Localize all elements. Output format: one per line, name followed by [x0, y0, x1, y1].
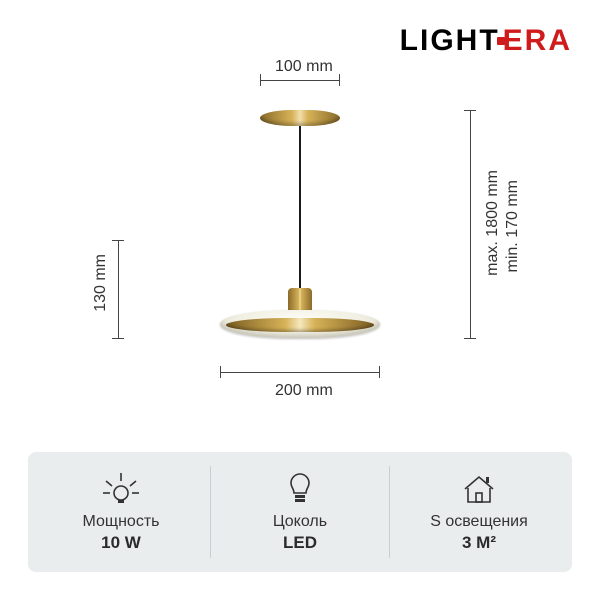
dimension-diagram: 100 mm 200 mm 130 mm max. 1800 mm min. 1…: [0, 60, 600, 420]
dim-top-line: [260, 80, 340, 81]
brand-part2: ERA: [500, 24, 572, 58]
lamp-canopy: [260, 110, 340, 126]
dim-right-capB: [464, 338, 476, 339]
dim-top-capR: [339, 74, 340, 86]
bulb-socket-icon: [285, 471, 315, 507]
spec-power-value: 10 W: [101, 533, 141, 553]
lamp-shade-ring: [226, 318, 374, 332]
dim-right-capT: [464, 110, 476, 111]
spec-power: Мощность 10 W: [32, 466, 210, 558]
dim-bottom-capL: [220, 366, 221, 378]
spec-area-value: 3 М²: [462, 533, 496, 553]
dim-bottom-line: [220, 372, 380, 373]
dim-right-line: [470, 110, 471, 338]
spec-socket: Цоколь LED: [210, 466, 389, 558]
lamp-cable: [299, 126, 301, 290]
house-icon: [459, 471, 499, 507]
spec-socket-title: Цоколь: [273, 513, 327, 531]
dim-left-capB: [112, 338, 124, 339]
spec-socket-value: LED: [283, 533, 317, 553]
spec-area-title: S освещения: [430, 513, 528, 531]
dim-left-line: [118, 240, 119, 338]
dim-top-label: 100 mm: [275, 58, 333, 76]
dim-right-label-min: min. 170 mm: [504, 180, 522, 272]
dim-right-label-max: max. 1800 mm: [484, 170, 502, 276]
brand-logo: LIGHT ERA: [400, 24, 572, 58]
brand-part1: LIGHT: [400, 24, 500, 58]
spec-area: S освещения 3 М²: [389, 466, 568, 558]
dim-left-capT: [112, 240, 124, 241]
dim-bottom-label: 200 mm: [275, 382, 333, 400]
dim-top-capL: [260, 74, 261, 86]
bulb-rays-icon: [100, 471, 142, 507]
spec-power-title: Мощность: [83, 513, 160, 531]
spec-bar: Мощность 10 W Цоколь LED S освещения 3 М…: [28, 452, 572, 572]
dim-left-label: 130 mm: [92, 254, 110, 312]
dim-bottom-capR: [379, 366, 380, 378]
